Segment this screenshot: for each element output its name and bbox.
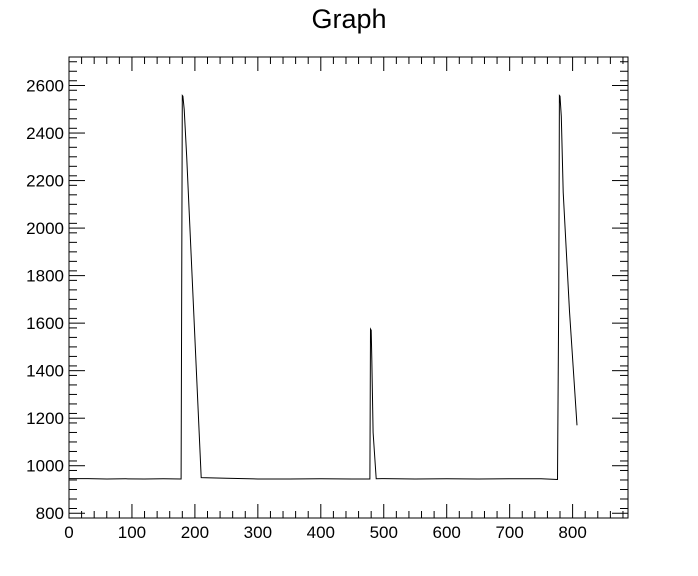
x-axis: 0 100 200 300 400 500 600 700 800: [64, 57, 624, 542]
y-tick-label: 2200: [26, 172, 64, 191]
x-tick-label: 100: [118, 523, 146, 542]
x-tick-label: 200: [181, 523, 209, 542]
y-tick-label: 1200: [26, 409, 64, 428]
plot-frame: [68, 56, 629, 519]
y-tick-label: 1800: [26, 267, 64, 286]
x-tick-label: 800: [558, 523, 586, 542]
series-line: [69, 94, 578, 481]
x-tick-label: 500: [370, 523, 398, 542]
x-tick-label: 400: [307, 523, 335, 542]
x-tick-label: 600: [433, 523, 461, 542]
y-tick-label: 2600: [26, 77, 64, 96]
y-tick-label: 800: [36, 504, 64, 523]
y-tick-label: 1000: [26, 457, 64, 476]
y-axis: 800 1000 1200 1400 1600 1800 2000 2200 2400 2600: [26, 61, 628, 523]
x-tick-label: 300: [244, 523, 272, 542]
chart-title: Graph: [311, 4, 386, 34]
y-tick-label: 1600: [26, 314, 64, 333]
y-tick-label: 2400: [26, 124, 64, 143]
y-tick-label: 1400: [26, 362, 64, 381]
x-tick-label: 700: [495, 523, 523, 542]
x-tick-label: 0: [64, 523, 73, 542]
y-tick-label: 2000: [26, 219, 64, 238]
